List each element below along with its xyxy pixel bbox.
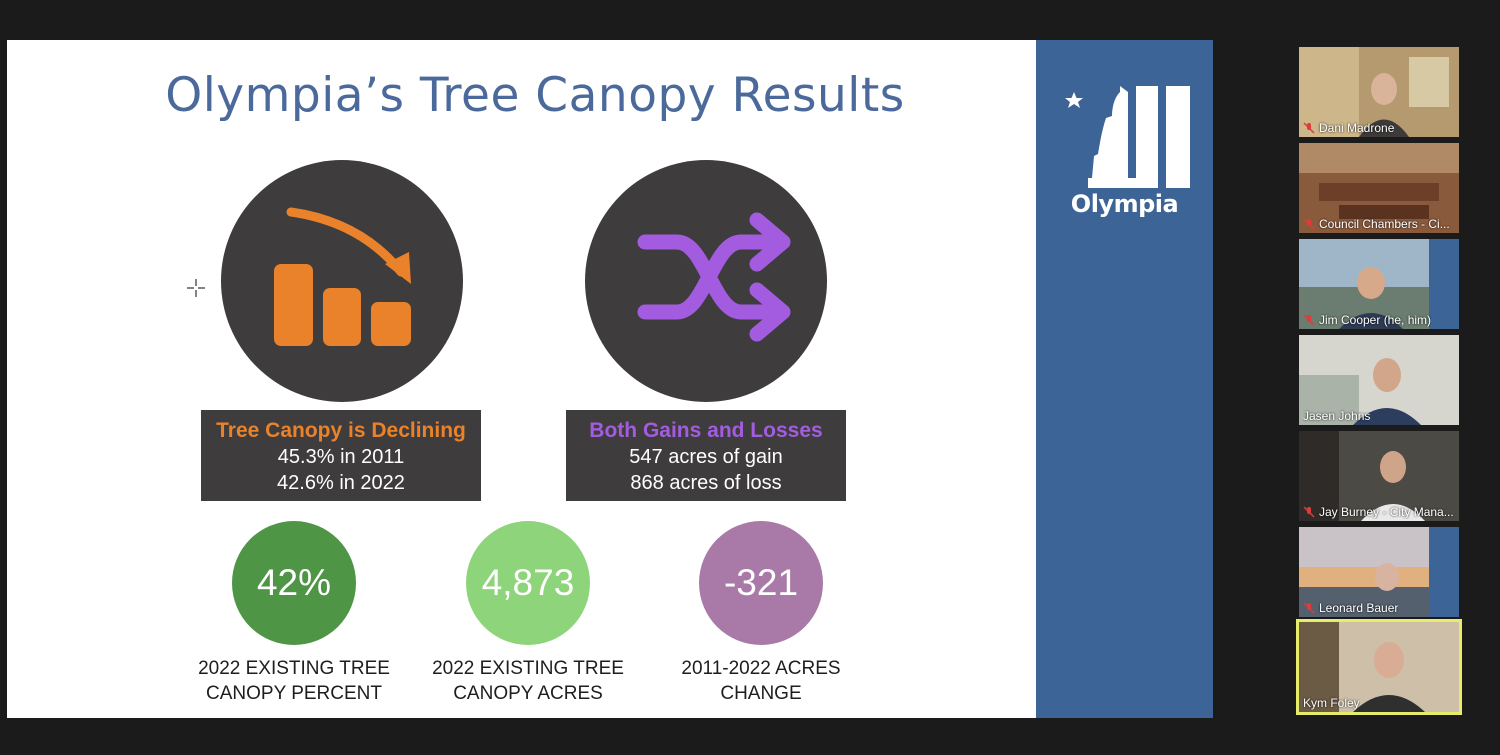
stat-label-line: CANOPY ACRES xyxy=(453,683,603,704)
stat-label-line: CHANGE xyxy=(720,683,802,704)
mic-muted-icon xyxy=(1303,314,1315,326)
participant-name: Council Chambers - Ci... xyxy=(1303,217,1450,231)
video-feed xyxy=(1299,527,1459,617)
acres-change-stat: -321 xyxy=(699,521,823,645)
stat-label-line: CANOPY PERCENT xyxy=(206,683,382,704)
participant-name: Dani Madrone xyxy=(1303,121,1394,135)
participant-tile[interactable]: Dani Madrone xyxy=(1299,47,1459,137)
stat-label-line: 2011-2022 ACRES xyxy=(681,658,841,679)
participant-name-text: Dani Madrone xyxy=(1319,121,1395,135)
box-line: 45.3% in 2011 xyxy=(277,446,405,468)
gains-losses-info-box: Both Gains and Losses 547 acres of gain … xyxy=(566,410,846,501)
participant-name: Jay Burney - City Mana... xyxy=(1303,505,1454,519)
box-line: 42.6% in 2022 xyxy=(277,472,405,494)
video-feed xyxy=(1299,239,1459,329)
participant-tile[interactable]: Leonard Bauer xyxy=(1299,527,1459,617)
brand-wordmark: Olympia xyxy=(1070,190,1179,218)
video-feed xyxy=(1299,47,1459,137)
olympia-capitol-logo-icon xyxy=(1065,86,1190,188)
declining-chart-circle xyxy=(221,160,463,402)
mic-muted-icon xyxy=(1303,506,1315,518)
mic-muted-icon xyxy=(1303,122,1315,134)
stat-label: 2011-2022 ACRES CHANGE xyxy=(641,656,881,706)
participant-name: Kym Foley xyxy=(1303,696,1360,710)
participant-name-text: Jasen Johns xyxy=(1303,409,1371,423)
shared-slide: Olympia’s Tree Canopy Results Tree xyxy=(7,40,1213,718)
participant-name: Jasen Johns xyxy=(1303,409,1370,423)
stat-label-line: 2022 EXISTING TREE xyxy=(198,658,390,679)
stat-label-line: 2022 EXISTING TREE xyxy=(432,658,624,679)
box-title: Both Gains and Losses xyxy=(589,419,823,442)
participant-name: Leonard Bauer xyxy=(1303,601,1398,615)
mic-muted-icon xyxy=(1303,602,1315,614)
participant-name-text: Kym Foley xyxy=(1303,696,1360,710)
video-feed xyxy=(1299,143,1459,233)
participant-tile-active-speaker[interactable]: Kym Foley xyxy=(1296,619,1462,715)
box-title: Tree Canopy is Declining xyxy=(216,419,466,442)
box-line: 547 acres of gain xyxy=(629,446,783,468)
participant-name-text: Jim Cooper (he, him) xyxy=(1319,313,1432,327)
brand-panel: Olympia xyxy=(1036,40,1213,718)
canopy-percent-stat: 42% xyxy=(232,521,356,645)
box-line: 868 acres of loss xyxy=(630,472,782,494)
declining-bar-chart-icon xyxy=(274,207,411,346)
participant-tile[interactable]: Jay Burney - City Mana... xyxy=(1299,431,1459,521)
crosshair-cursor-icon xyxy=(187,279,205,297)
participant-tile[interactable]: Jim Cooper (he, him) xyxy=(1299,239,1459,329)
gains-losses-circle xyxy=(585,160,827,402)
participant-name: Jim Cooper (he, him) xyxy=(1303,313,1431,327)
slide-title: Olympia’s Tree Canopy Results xyxy=(165,68,905,123)
declining-info-box: Tree Canopy is Declining 45.3% in 2011 4… xyxy=(201,410,481,501)
video-feed xyxy=(1299,431,1459,521)
participant-name-text: Leonard Bauer xyxy=(1319,601,1399,615)
stat-label: 2022 EXISTING TREE CANOPY PERCENT xyxy=(174,656,414,706)
participant-tile[interactable]: Council Chambers - Ci... xyxy=(1299,143,1459,233)
stat-label: 2022 EXISTING TREE CANOPY ACRES xyxy=(408,656,648,706)
participant-name-text: Jay Burney - City Mana... xyxy=(1319,505,1454,519)
participant-name-text: Council Chambers - Ci... xyxy=(1319,217,1450,231)
participant-tile[interactable]: Jasen Johns xyxy=(1299,335,1459,425)
mic-muted-icon xyxy=(1303,218,1315,230)
video-feed xyxy=(1299,335,1459,425)
canopy-acres-stat: 4,873 xyxy=(466,521,590,645)
video-feed xyxy=(1299,622,1459,712)
shuffle-arrows-icon xyxy=(637,212,791,342)
